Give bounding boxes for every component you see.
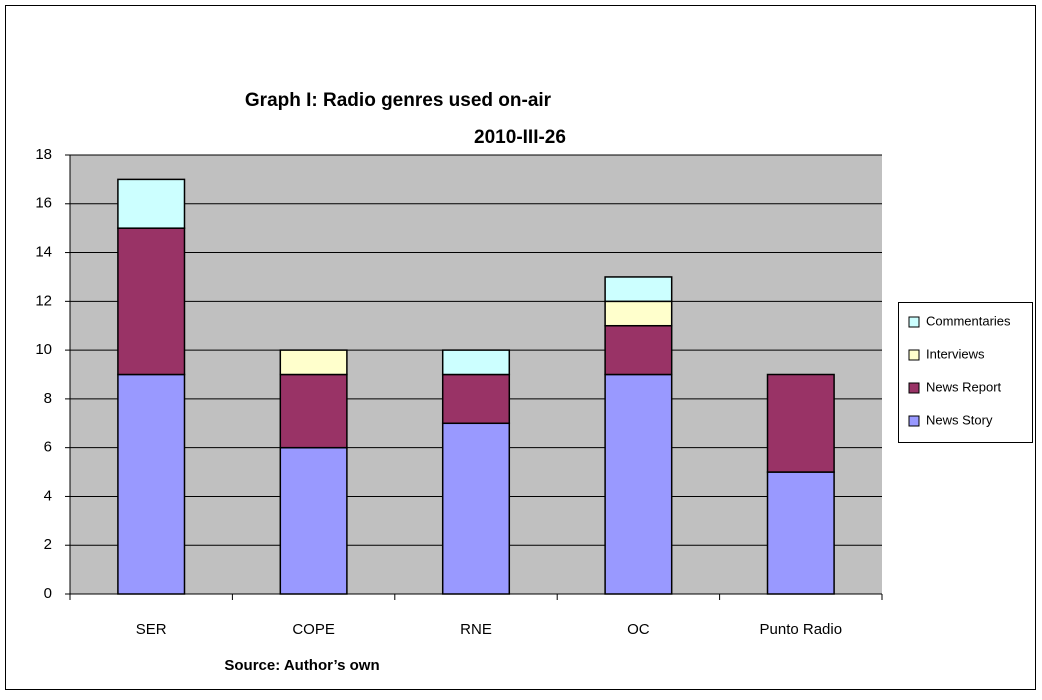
bar-segment	[279, 446, 348, 595]
x-tick-label: OC	[627, 621, 650, 638]
bar-segment	[441, 422, 511, 595]
source-note: Source: Author’s own	[224, 657, 379, 674]
legend-box	[898, 302, 1033, 443]
y-tick-label: 4	[44, 487, 52, 504]
legend-label: Interviews	[926, 346, 985, 361]
y-tick-label: 16	[35, 195, 52, 212]
bar-segment	[604, 324, 673, 376]
legend-label: News Report	[926, 379, 1002, 394]
bar-segment	[441, 349, 511, 376]
legend-swatch	[908, 316, 920, 328]
y-tick-label: 6	[44, 439, 52, 456]
legend-label: Commentaries	[926, 313, 1011, 328]
bar-segment	[117, 227, 186, 376]
x-tick-label: SER	[136, 621, 167, 638]
legend-label: News Story	[926, 412, 993, 427]
x-tick-label: Punto Radio	[760, 621, 843, 638]
legend-swatch	[908, 415, 920, 427]
y-tick-label: 12	[35, 292, 52, 309]
x-tick-label: COPE	[292, 621, 335, 638]
x-tick-label: RNE	[460, 621, 492, 638]
bar-segment	[279, 373, 348, 449]
y-tick-label: 8	[44, 390, 52, 407]
bar-segment	[766, 373, 835, 473]
bar-segment	[604, 300, 673, 327]
bar-segment	[604, 276, 673, 303]
y-tick-label: 0	[44, 585, 52, 602]
bar-segment	[117, 178, 186, 229]
y-tick-label: 18	[35, 146, 52, 163]
chart-subtitle: 2010-III-26	[474, 127, 566, 148]
y-tick-label: 2	[44, 536, 52, 553]
y-tick-label: 14	[35, 244, 52, 261]
legend-swatch	[908, 382, 920, 394]
chart-title: Graph I: Radio genres used on-air	[245, 90, 552, 111]
bar-segment	[766, 471, 835, 595]
bar-segment	[279, 349, 348, 376]
bar-segment	[604, 373, 673, 595]
bar-segment	[117, 373, 186, 595]
bar-segment	[441, 373, 511, 425]
legend-swatch	[908, 349, 920, 361]
y-tick-label: 10	[35, 341, 52, 358]
